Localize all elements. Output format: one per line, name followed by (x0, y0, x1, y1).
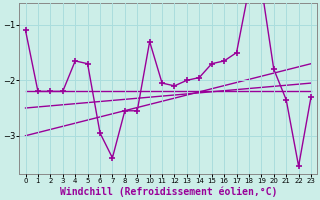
X-axis label: Windchill (Refroidissement éolien,°C): Windchill (Refroidissement éolien,°C) (60, 187, 277, 197)
